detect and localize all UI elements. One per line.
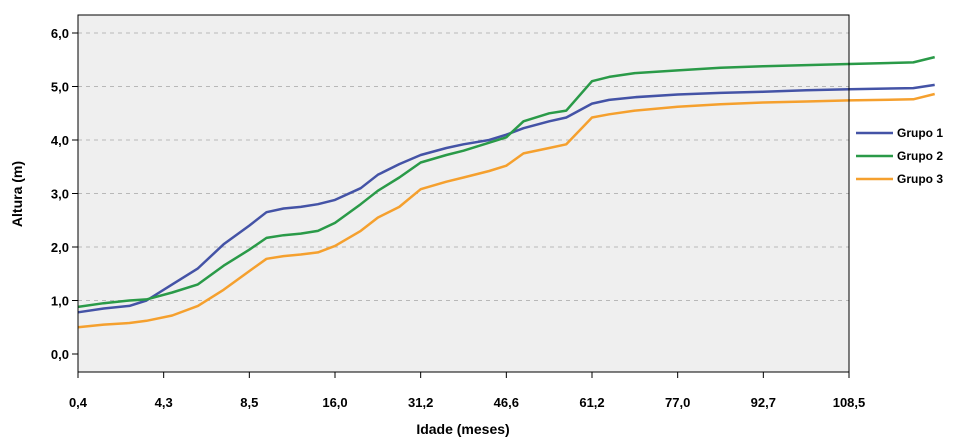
legend-label: Grupo 3 bbox=[897, 172, 943, 186]
x-tick-label: 16,0 bbox=[322, 395, 347, 410]
x-tick-label: 8,5 bbox=[240, 395, 258, 410]
x-tick-label: 92,7 bbox=[751, 395, 776, 410]
y-tick-label: 2,0 bbox=[51, 240, 69, 255]
series-line-grupo-2 bbox=[77, 55, 936, 309]
y-tick-label: 6,0 bbox=[51, 26, 69, 41]
legend: Grupo 1 Grupo 2 Grupo 3 bbox=[856, 126, 943, 186]
x-tick-label: 0,4 bbox=[69, 395, 88, 410]
series-line-grupo-1 bbox=[77, 83, 935, 314]
y-tick-label: 5,0 bbox=[51, 80, 69, 95]
x-axis-title: Idade (meses) bbox=[416, 421, 509, 437]
x-tick-label: 31,2 bbox=[408, 395, 433, 410]
y-axis-title: Altura (m) bbox=[9, 161, 25, 227]
x-tick-label: 108,5 bbox=[833, 395, 866, 410]
y-tick-label: 0,0 bbox=[51, 347, 69, 362]
legend-label: Grupo 1 bbox=[897, 126, 943, 140]
series-line-grupo-3 bbox=[77, 92, 936, 329]
series-lines bbox=[77, 55, 936, 329]
x-tick-label: 46,6 bbox=[494, 395, 519, 410]
x-tick-label: 61,2 bbox=[579, 395, 604, 410]
y-tick-label: 4,0 bbox=[51, 133, 69, 148]
legend-label: Grupo 2 bbox=[897, 149, 943, 163]
x-tick-label: 4,3 bbox=[155, 395, 173, 410]
y-axis-ticks: 0,0 1,0 2,0 3,0 4,0 5,0 6,0 bbox=[51, 26, 78, 362]
plot-border bbox=[77, 14, 850, 373]
y-tick-label: 1,0 bbox=[51, 294, 69, 309]
x-axis-ticks: 0,4 4,3 8,5 16,0 31,2 46,6 61,2 77,0 92,7 108,5 bbox=[69, 372, 865, 410]
y-tick-label: 3,0 bbox=[51, 187, 69, 202]
x-tick-label: 77,0 bbox=[665, 395, 690, 410]
